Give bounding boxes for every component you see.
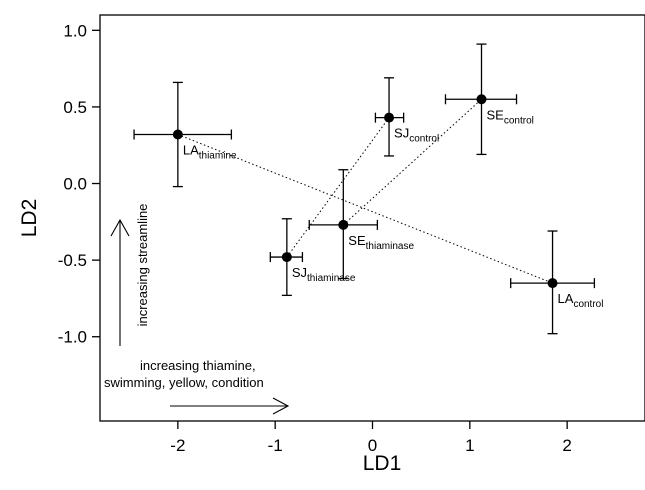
connection-line [342, 98, 482, 226]
data-point [281, 252, 292, 263]
point-label: SJcontrol [394, 126, 439, 145]
y-tick-label: -0.5 [58, 251, 87, 270]
point-label: SEthiaminase [348, 233, 414, 252]
y-tick-label: 0.5 [63, 98, 87, 117]
data-point [384, 112, 395, 123]
horizontal-annotation-line2: swimming, yellow, condition [104, 375, 264, 390]
x-tick-label: -2 [170, 436, 185, 455]
horizontal-annotation-line1: increasing thiamine, [140, 358, 256, 373]
y-tick-label: 1.0 [63, 21, 87, 40]
point-label: SEcontrol [487, 107, 534, 126]
x-tick-label: -1 [268, 436, 283, 455]
error-bars [133, 43, 596, 335]
data-points [172, 94, 558, 289]
data-point [476, 94, 487, 105]
point-label: LAthiamine [183, 143, 237, 162]
point-labels: LAthiamine LAcontrol SJthiaminase SJcontrol… [183, 107, 604, 310]
y-axis-title: LD2 [18, 199, 41, 238]
horizontal-annotation-arrow [170, 397, 290, 415]
x-tick-label: 2 [562, 436, 571, 455]
x-tick-label: 0 [368, 436, 377, 455]
y-tick-label: 0.0 [63, 175, 87, 194]
point-label: SJthiaminase [292, 265, 356, 284]
connection-line [286, 117, 390, 258]
data-point [172, 129, 183, 140]
point-label: LAcontrol [558, 291, 604, 310]
data-point [547, 278, 558, 289]
x-tick-label: 1 [465, 436, 474, 455]
vertical-annotation-arrow [110, 218, 130, 346]
data-point [338, 219, 349, 230]
x-axis-title: LD1 [363, 452, 402, 475]
axis-ticks: -2 -1 0 1 2 1.0 0.5 0.0 -0.5 -1.0 [58, 21, 572, 455]
y-tick-label: -1.0 [58, 328, 87, 347]
vertical-annotation-label: increasing streamline [135, 204, 150, 327]
connection-lines [177, 98, 553, 284]
